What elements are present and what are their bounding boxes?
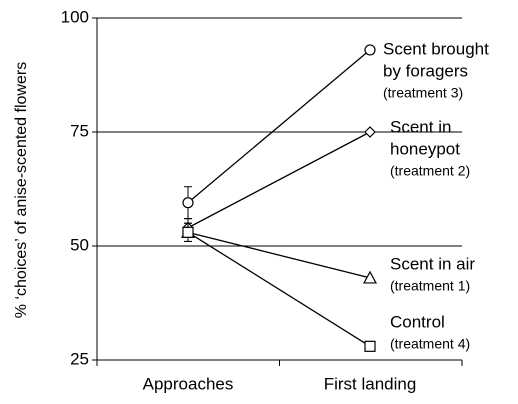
- series-label: by foragers: [383, 61, 468, 80]
- marker: [182, 197, 194, 209]
- marker: [364, 44, 376, 56]
- series-line: [187, 49, 371, 204]
- marker: [362, 270, 378, 284]
- y-tick-label: 25: [70, 349, 89, 368]
- series-label: (treatment 4): [390, 336, 470, 352]
- series-label: (treatment 1): [390, 278, 470, 294]
- series-label: Control: [390, 312, 445, 331]
- series-label: (treatment 3): [383, 85, 463, 101]
- y-tick-label: 100: [61, 7, 89, 26]
- series-label: honeypot: [390, 139, 460, 158]
- x-tick-label: Approaches: [143, 374, 234, 393]
- series-line: [187, 231, 371, 279]
- series-label: Scent in air: [390, 254, 475, 273]
- series-label: Scent brought: [383, 39, 489, 58]
- marker: [364, 126, 376, 138]
- series-label: Scent in: [390, 117, 451, 136]
- marker: [182, 226, 194, 238]
- x-tick-label: First landing: [324, 374, 417, 393]
- marker: [364, 340, 376, 352]
- y-tick-label: 50: [70, 235, 89, 254]
- series-line: [187, 231, 371, 347]
- y-tick-label: 75: [70, 121, 89, 140]
- series-line: [187, 131, 371, 229]
- series-label: (treatment 2): [390, 163, 470, 179]
- y-axis-label: % ‘choices’ of anise-scented flowers: [13, 62, 30, 318]
